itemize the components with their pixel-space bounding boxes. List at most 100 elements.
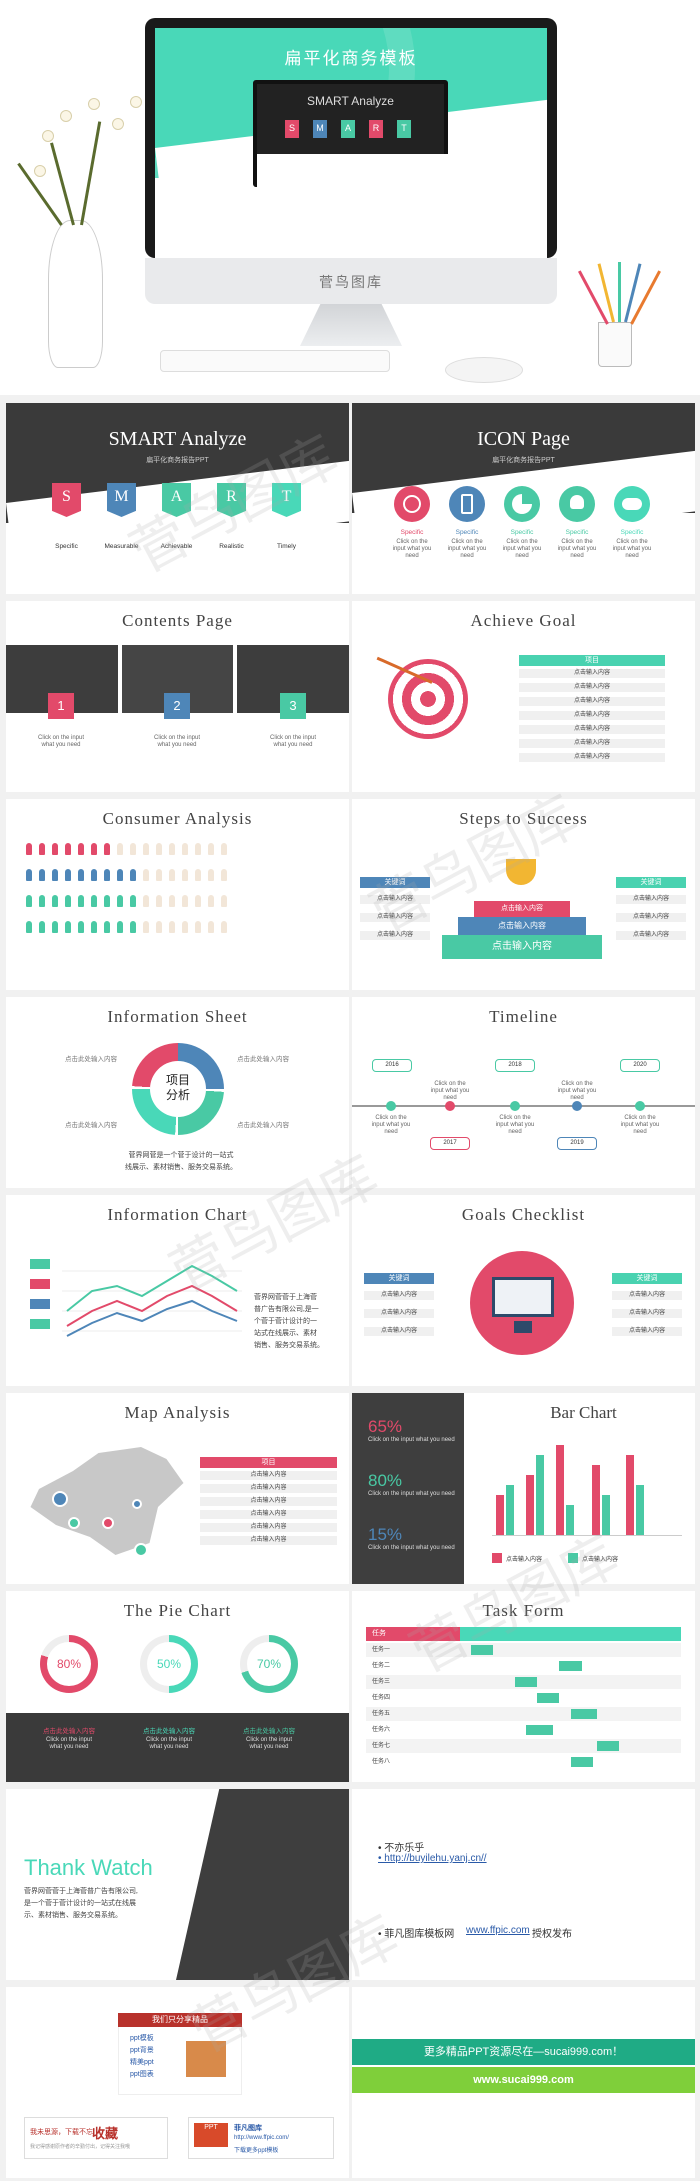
task-row: 任务二 <box>366 1659 681 1673</box>
person-icon <box>208 921 214 933</box>
mouse <box>445 357 523 383</box>
vase <box>48 220 103 368</box>
task-bar <box>570 1709 598 1719</box>
info-sheet-title: Information Sheet <box>107 1007 248 1026</box>
slide-smart: SMART Analyze 扁平化商务报告PPT S M A R T Speci… <box>6 403 349 594</box>
task-bar <box>597 1741 620 1751</box>
person-icon <box>78 843 84 855</box>
info-chart-title: Information Chart <box>107 1205 248 1224</box>
person-icon <box>117 921 123 933</box>
person-icon <box>39 843 45 855</box>
person-icon <box>182 895 188 907</box>
monitor-stand <box>300 304 402 346</box>
trophy-icon <box>506 859 536 885</box>
person-icon <box>91 921 97 933</box>
task-label: 任务二 <box>372 1663 391 1669</box>
slide-map: Map Analysis 项目 点击输入内容 点击输入内容 点击输入内容 点击输… <box>6 1393 349 1584</box>
person-icon <box>208 895 214 907</box>
person-icon <box>39 895 45 907</box>
task-bar <box>526 1725 553 1735</box>
person-icon <box>182 843 188 855</box>
person-icon <box>65 895 71 907</box>
slide-consumer: Consumer Analysis <box>6 799 349 990</box>
person-icon <box>39 921 45 933</box>
task-bar <box>471 1645 494 1655</box>
person-icon <box>117 869 123 881</box>
person-icon <box>130 895 136 907</box>
task-bar <box>515 1677 538 1687</box>
person-icon <box>91 843 97 855</box>
slide-info-chart: Information Chart 菅界网菅菅于上海菅 普广告有限公司,是一 个… <box>6 1195 349 1386</box>
timeline-title: Timeline <box>489 1007 558 1026</box>
person-icon <box>156 921 162 933</box>
cycle-diagram <box>132 1043 224 1135</box>
hero-banner: 扁平化商务模板 SMART Analyze S M A R T 菅鸟图库 <box>0 0 700 395</box>
person-icon <box>221 869 227 881</box>
person-icon <box>39 869 45 881</box>
person-icon <box>156 843 162 855</box>
person-icon <box>221 895 227 907</box>
slide-info-sheet: Information Sheet 项目 分析 点击此处输入内容 点击此处输入内… <box>6 997 349 1188</box>
slide-contents: Contents Page 1 2 3 Click on the input w… <box>6 601 349 792</box>
person-icon <box>182 921 188 933</box>
task-label: 任务一 <box>372 1647 391 1653</box>
person-icon <box>65 843 71 855</box>
task-label: 任务八 <box>372 1759 391 1765</box>
person-icon <box>52 895 58 907</box>
task-row: 任务四 <box>366 1691 681 1705</box>
consumer-title: Consumer Analysis <box>102 809 253 828</box>
task-label: 任务七 <box>372 1743 391 1749</box>
person-icon <box>169 869 175 881</box>
person-icon <box>78 869 84 881</box>
icon-page-title: ICON Page <box>477 428 570 450</box>
mini-slide: SMART Analyze S M A R T <box>253 80 457 194</box>
person-icon <box>91 869 97 881</box>
credit-link[interactable]: • http://buyilehu.yanj.cn// <box>378 1853 487 1864</box>
people-icons <box>26 843 246 963</box>
task-bar <box>570 1757 593 1767</box>
steps-title: Steps to Success <box>459 809 588 828</box>
users-icon <box>559 486 595 522</box>
task-row: 任务五 <box>366 1707 681 1721</box>
target-icon <box>388 659 468 739</box>
person-icon <box>117 895 123 907</box>
person-icon <box>143 843 149 855</box>
person-icon <box>104 843 110 855</box>
contents-title: Contents Page <box>122 611 233 630</box>
slide-task: Task Form 任务 任务一 任务二 任务三 任务四 任务五 任务六 任务七 任务八 <box>352 1591 695 1782</box>
pie-title: The Pie Chart <box>123 1601 232 1620</box>
smart-title: SMART Analyze <box>108 428 247 450</box>
phone-icon <box>449 486 485 522</box>
monitor-chin: 菅鸟图库 <box>145 258 557 304</box>
china-map <box>30 1447 184 1555</box>
person-icon <box>208 843 214 855</box>
person-icon <box>104 921 110 933</box>
map-title: Map Analysis <box>124 1403 231 1422</box>
task-row: 任务六 <box>366 1723 681 1737</box>
person-icon <box>156 895 162 907</box>
slide-timeline: Timeline 2016 2017 2018 2019 2020 Click … <box>352 997 695 1188</box>
person-icon <box>52 921 58 933</box>
person-icon <box>130 921 136 933</box>
bar-title: Bar Chart <box>550 1403 617 1422</box>
slide-steps: Steps to Success 点击输入内容 点击输入内容 点击输入内容 关键… <box>352 799 695 990</box>
site-link[interactable]: www.ffpic.com <box>466 1925 530 1936</box>
person-icon <box>130 843 136 855</box>
person-icon <box>195 895 201 907</box>
achieve-title: Achieve Goal <box>470 611 577 630</box>
task-label: 任务四 <box>372 1695 391 1701</box>
person-icon <box>65 869 71 881</box>
sucai-link[interactable]: www.sucai999.com <box>352 2067 695 2093</box>
person-icon <box>91 895 97 907</box>
person-icon <box>169 895 175 907</box>
monitor-illustration <box>470 1251 574 1355</box>
person-icon <box>78 895 84 907</box>
task-label: 任务六 <box>372 1727 391 1733</box>
pencil-cup <box>598 322 632 367</box>
slide-pie: The Pie Chart 80% 50% 70% 点击此处输入内容 点击此处输… <box>6 1591 349 1782</box>
task-label: 任务三 <box>372 1679 391 1685</box>
person-icon <box>26 843 32 855</box>
slide-bar: Bar Chart 65% Click on the input what yo… <box>352 1393 695 1584</box>
slide-achieve: Achieve Goal 项目 点击输入内容 点击输入内容 点击输入内容 点击输… <box>352 601 695 792</box>
task-bar <box>559 1661 582 1671</box>
